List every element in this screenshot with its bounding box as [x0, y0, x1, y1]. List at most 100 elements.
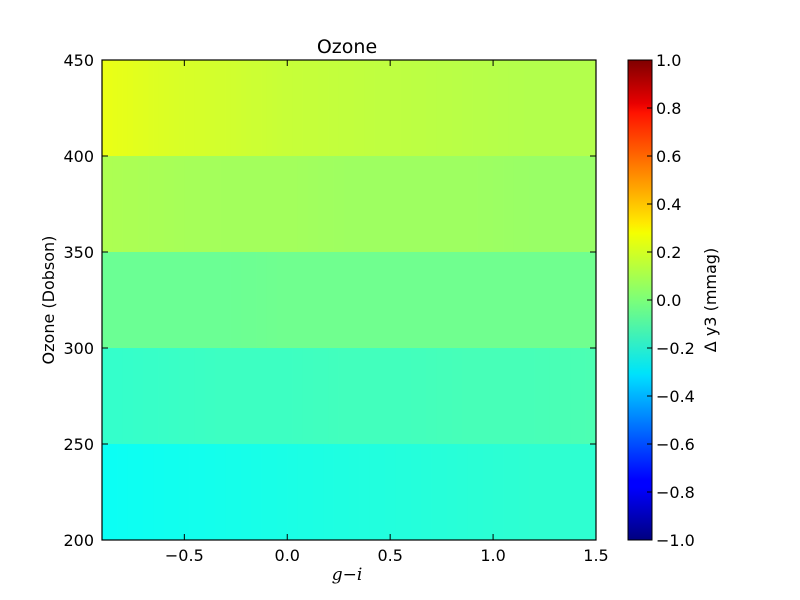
heatmap-cell: [477, 252, 484, 348]
heatmap-cell: [179, 156, 185, 252]
heatmap-cell: [580, 348, 587, 444]
heatmap-cell: [441, 156, 448, 252]
heatmap-cell: [235, 252, 242, 348]
heatmap-cell: [204, 444, 211, 540]
heatmap-cell: [590, 60, 597, 156]
x-tick-label: 1.0: [480, 546, 505, 565]
heatmap-cell: [307, 444, 314, 540]
heatmap-cell: [163, 252, 170, 348]
heatmap-cell: [385, 252, 391, 348]
heatmap-cell: [415, 252, 422, 348]
heatmap-cell: [153, 444, 160, 540]
heatmap-cell: [513, 444, 520, 540]
heatmap-cell: [549, 252, 556, 348]
heatmap-cell: [107, 156, 113, 252]
heatmap-cell: [462, 252, 468, 348]
heatmap-cell: [539, 444, 546, 540]
heatmap-cell: [163, 348, 170, 444]
heatmap-cell: [565, 156, 571, 252]
heatmap-cell: [246, 60, 252, 156]
heatmap-cell: [405, 252, 412, 348]
heatmap-cell: [107, 444, 113, 540]
heatmap-cell: [323, 156, 330, 252]
heatmap-cell: [379, 444, 386, 540]
heatmap-cell: [523, 444, 530, 540]
heatmap-cell: [189, 60, 196, 156]
heatmap-cell: [565, 60, 571, 156]
heatmap-cell: [323, 252, 330, 348]
heatmap-cell: [204, 252, 211, 348]
heatmap-cell: [559, 156, 566, 252]
heatmap-cell: [318, 252, 324, 348]
heatmap-cell: [184, 60, 191, 156]
heatmap-cell: [199, 156, 206, 252]
heatmap-cell: [148, 156, 155, 252]
heatmap-cell: [400, 60, 407, 156]
heatmap-cell: [503, 444, 510, 540]
heatmap-cell: [498, 156, 504, 252]
heatmap-cell: [359, 156, 366, 252]
heatmap-cell: [415, 348, 422, 444]
heatmap-cell: [328, 348, 335, 444]
heatmap-cell: [385, 60, 391, 156]
heatmap-cell: [426, 156, 432, 252]
heatmap-cell: [534, 156, 540, 252]
heatmap-cell: [261, 444, 268, 540]
heatmap-cell: [194, 348, 201, 444]
heatmap-cell: [410, 444, 417, 540]
heatmap-cell: [127, 444, 134, 540]
heatmap-cell: [199, 348, 206, 444]
heatmap-cell: [297, 252, 304, 348]
heatmap-cell: [117, 444, 124, 540]
y-tick-label: 350: [63, 243, 94, 262]
heatmap-cell: [287, 348, 293, 444]
heatmap-cell: [199, 444, 206, 540]
heatmap-cell: [559, 60, 566, 156]
heatmap-cell: [117, 348, 124, 444]
heatmap-cell: [318, 156, 324, 252]
heatmap-cell: [523, 156, 530, 252]
heatmap-cell: [194, 444, 201, 540]
heatmap-cell: [565, 348, 571, 444]
heatmap-cell: [168, 444, 175, 540]
heatmap-cell: [323, 60, 330, 156]
heatmap-cell: [487, 348, 494, 444]
heatmap-cell: [168, 60, 175, 156]
heatmap-cell: [349, 444, 355, 540]
heatmap-cell: [240, 156, 247, 252]
heatmap-cell: [457, 444, 463, 540]
heatmap-cell: [282, 156, 288, 252]
heatmap-cell: [364, 444, 371, 540]
heatmap-cell: [251, 156, 257, 252]
heatmap-cell: [215, 444, 221, 540]
heatmap-cell: [390, 444, 396, 540]
heatmap-cell: [225, 444, 232, 540]
heatmap-cell: [143, 252, 149, 348]
heatmap-cell: [302, 252, 309, 348]
heatmap-cell: [559, 252, 566, 348]
heatmap-cell: [323, 444, 330, 540]
colorbar-tick-label: 0.8: [656, 99, 681, 118]
heatmap-cell: [457, 348, 463, 444]
heatmap-cell: [158, 252, 165, 348]
heatmap-cell: [318, 60, 324, 156]
heatmap-cell: [544, 348, 551, 444]
heatmap-cell: [359, 252, 366, 348]
heatmap-cells: [102, 60, 597, 540]
heatmap-cell: [487, 156, 494, 252]
heatmap-cell: [220, 348, 227, 444]
heatmap-cell: [271, 252, 278, 348]
heatmap-cell: [163, 444, 170, 540]
heatmap-cell: [148, 444, 155, 540]
heatmap-cell: [122, 156, 129, 252]
heatmap-cell: [127, 348, 134, 444]
heatmap-cell: [590, 252, 597, 348]
heatmap-cell: [138, 60, 144, 156]
heatmap-cell: [287, 156, 293, 252]
x-tick-label: 0.5: [377, 546, 402, 565]
heatmap-cell: [102, 156, 108, 252]
heatmap-cell: [312, 156, 319, 252]
heatmap-cell: [256, 60, 263, 156]
heatmap-cell: [400, 348, 407, 444]
